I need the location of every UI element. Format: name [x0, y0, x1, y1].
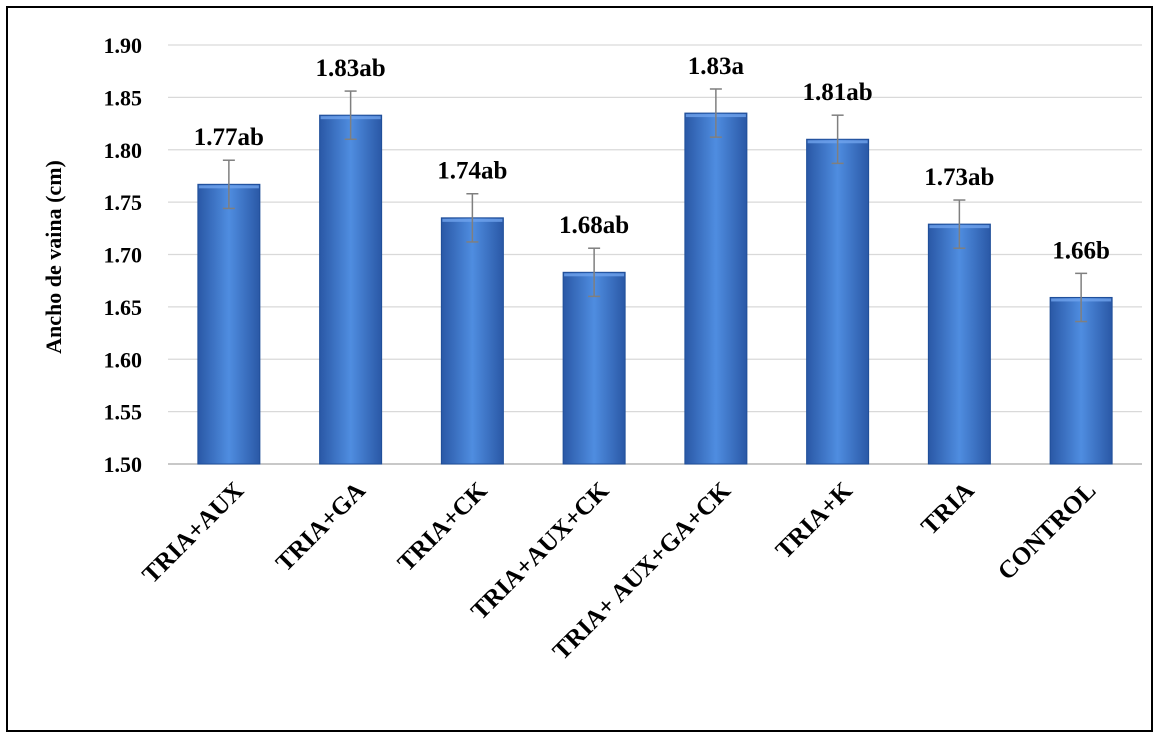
- y-tick-label: 1.55: [104, 400, 143, 425]
- bar: [1049, 296, 1113, 465]
- error-bar: [953, 199, 966, 249]
- x-tick-label: CONTROL: [993, 477, 1101, 585]
- data-label: 1.73ab: [924, 164, 994, 191]
- data-label: 1.77ab: [194, 124, 264, 151]
- error-bar: [831, 114, 844, 165]
- error-bar: [344, 90, 357, 141]
- error-bar: [466, 192, 479, 243]
- bar: [562, 271, 626, 465]
- bars: [197, 112, 1113, 465]
- data-label: 1.68ab: [559, 212, 629, 239]
- bar: [319, 114, 383, 465]
- y-axis-title: Ancho de vaina (cm): [41, 160, 66, 354]
- error-bar: [709, 88, 722, 138]
- y-tick-label: 1.70: [104, 243, 143, 268]
- y-tick-label: 1.90: [104, 33, 143, 58]
- data-label: 1.81ab: [803, 79, 873, 106]
- bar: [440, 217, 504, 465]
- bar: [806, 138, 870, 465]
- bar: [197, 183, 261, 465]
- error-bar: [588, 247, 601, 298]
- error-bar: [1075, 272, 1088, 323]
- y-tick-label: 1.75: [104, 190, 143, 215]
- x-tick-label: TRIA+AUX: [137, 477, 249, 589]
- data-label: 1.83a: [688, 53, 745, 80]
- x-tick-label: TRIA: [916, 477, 979, 540]
- bar: [927, 223, 991, 465]
- x-tick-label: TRIA+CK: [393, 477, 493, 577]
- y-tick-label: 1.85: [104, 85, 143, 110]
- data-label: 1.74ab: [437, 158, 507, 185]
- y-tick-label: 1.65: [104, 295, 143, 320]
- bar: [684, 112, 748, 465]
- error-bars: [222, 88, 1088, 323]
- gridlines: [168, 44, 1142, 465]
- x-tick-label: TRIA+GA: [271, 477, 371, 577]
- y-tick-label: 1.60: [104, 347, 143, 372]
- data-label: 1.66b: [1052, 237, 1110, 264]
- y-tick-label: 1.80: [104, 138, 143, 163]
- x-tick-label: TRIA+K: [771, 477, 859, 565]
- error-bar: [222, 159, 235, 210]
- y-tick-label: 1.50: [104, 452, 143, 477]
- data-label: 1.83ab: [316, 55, 386, 82]
- data-labels: 1.77ab 1.83ab 1.74ab 1.68ab 1.83a 1.81ab 1.73a…: [194, 53, 1110, 264]
- y-axis-ticks: 1.50 1.55 1.60 1.65 1.70 1.75 1.80 1.85 1.90: [104, 33, 143, 477]
